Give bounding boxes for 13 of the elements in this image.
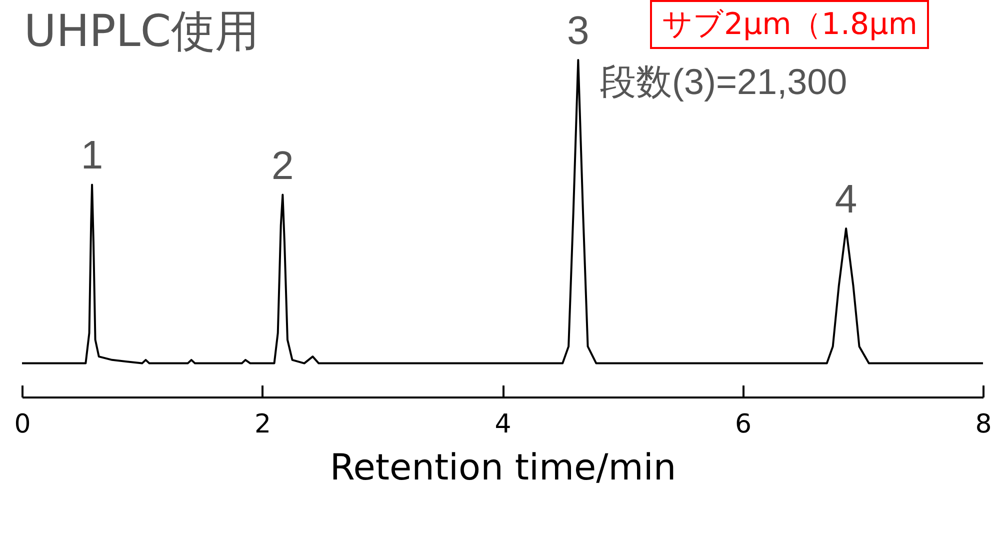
annotation: 3 (567, 9, 590, 53)
annotation: 1 (80, 134, 104, 178)
x-tick-label: 4 (494, 410, 512, 440)
chart-title: UHPLC使用 (24, 5, 260, 59)
annotation: 段数(3)=21,300 (600, 60, 848, 104)
x-tick-label: 6 (734, 410, 752, 440)
x-tick-label: 2 (254, 410, 272, 440)
note-box: サブ2μm（1.8μm (650, 0, 930, 49)
x-tick-label: 8 (975, 410, 992, 440)
annotation: 4 (834, 178, 858, 222)
x-axis-title: Retention time/min (330, 448, 676, 488)
x-tick-label: 0 (14, 410, 31, 440)
annotation: 2 (272, 144, 294, 188)
